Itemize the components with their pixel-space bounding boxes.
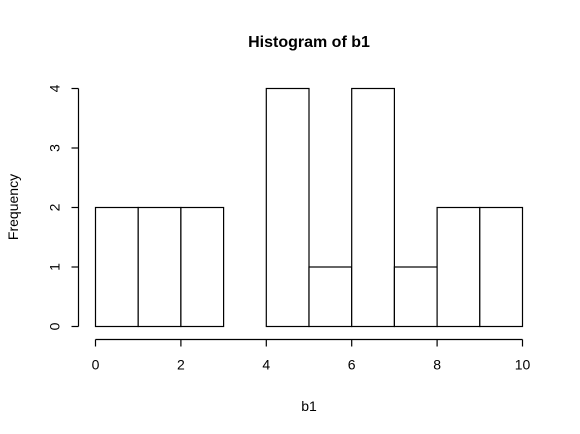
y-tick-label: 2: [46, 203, 62, 211]
x-tick-label: 2: [177, 357, 185, 373]
x-tick-label: 8: [433, 357, 441, 373]
y-tick-label: 0: [46, 322, 62, 330]
y-tick-label: 4: [46, 84, 62, 92]
histogram-bar: [436, 206, 481, 328]
bars-group: [94, 87, 524, 328]
y-axis-label: Frequency: [5, 174, 21, 240]
x-tick-label: 6: [348, 357, 356, 373]
x-axis-label: b1: [301, 398, 317, 414]
histogram-bar: [308, 266, 353, 328]
y-axis: 0 1 2 3 4: [46, 84, 80, 330]
histogram-bar: [137, 206, 182, 328]
histogram-bar: [393, 266, 438, 328]
x-tick-label: 10: [515, 357, 531, 373]
y-tick-label: 1: [46, 263, 62, 271]
y-tick-label: 3: [46, 144, 62, 152]
chart-title: Histogram of b1: [248, 34, 370, 51]
x-tick-label: 0: [92, 357, 100, 373]
x-axis: 0 2 4 6 8 10: [92, 338, 531, 373]
x-tick-label: 4: [262, 357, 270, 373]
histogram-bar: [180, 206, 225, 328]
histogram-bar: [265, 87, 310, 328]
histogram-bar: [351, 87, 396, 328]
histogram-bar: [479, 206, 524, 328]
histogram-bar: [94, 206, 139, 328]
